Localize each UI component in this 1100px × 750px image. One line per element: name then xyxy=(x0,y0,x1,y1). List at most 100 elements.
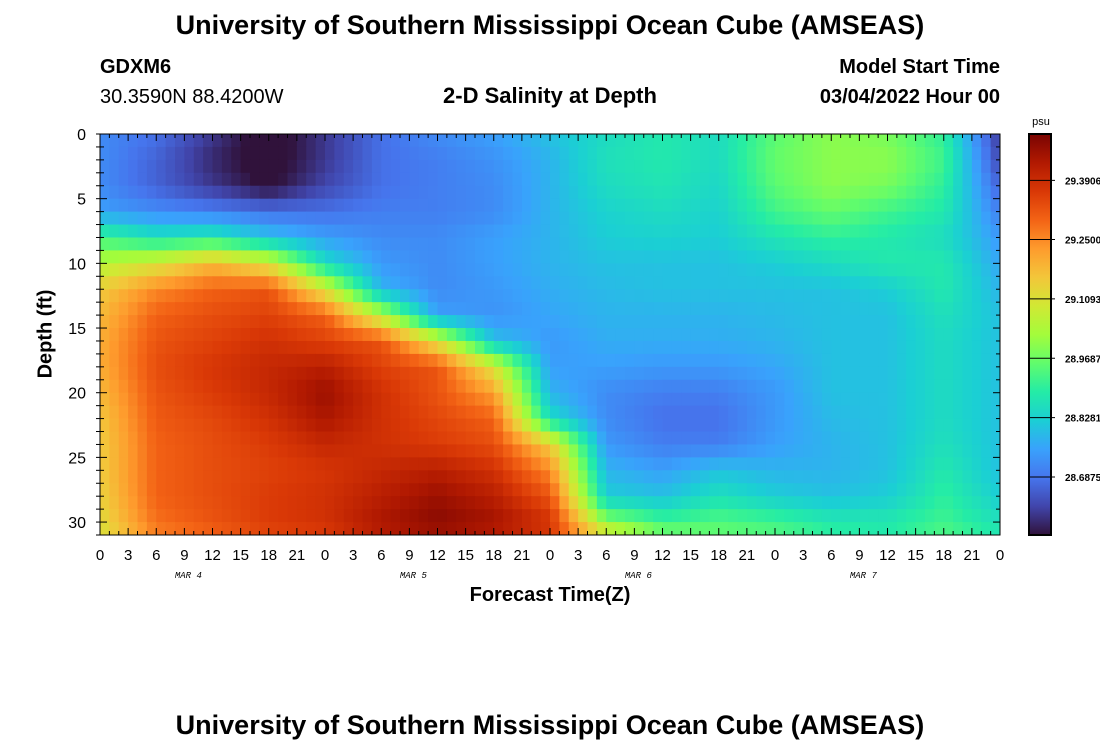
x-tick-label: 9 xyxy=(855,547,863,564)
heatmap-cell xyxy=(128,146,139,161)
x-tick-label: 0 xyxy=(771,547,779,564)
heatmap-cell xyxy=(268,431,279,446)
heatmap-cell xyxy=(250,366,260,381)
heatmap-cell xyxy=(728,444,739,458)
heatmap-cell xyxy=(381,237,392,252)
heatmap-cell xyxy=(821,379,832,394)
heatmap-cell xyxy=(193,172,204,187)
heatmap-cell xyxy=(681,198,692,213)
heatmap-cell xyxy=(840,457,851,471)
heatmap-cell xyxy=(737,431,748,446)
heatmap-cell xyxy=(868,237,879,252)
heatmap-cell xyxy=(990,457,1000,471)
heatmap-cell xyxy=(615,522,626,535)
heatmap-cell xyxy=(278,185,289,200)
model-start-label: Model Start Time xyxy=(839,56,1000,78)
heatmap-cell xyxy=(718,328,729,342)
heatmap-cell xyxy=(606,509,617,523)
heatmap-cell xyxy=(784,366,795,381)
heatmap-cell xyxy=(831,483,842,497)
heatmap-cell xyxy=(381,289,392,303)
heatmap-cell xyxy=(653,250,664,264)
heatmap-cell xyxy=(315,340,326,355)
heatmap-cell xyxy=(306,340,317,355)
heatmap-cell xyxy=(634,185,645,200)
heatmap-cell xyxy=(793,289,804,303)
heatmap-cell xyxy=(981,392,992,407)
heatmap-cell xyxy=(831,431,842,446)
heatmap-cell xyxy=(446,328,457,342)
heatmap-cell xyxy=(268,340,279,355)
heatmap-cell xyxy=(793,457,804,471)
heatmap-cell xyxy=(146,496,157,510)
heatmap-cell xyxy=(306,237,317,252)
heatmap-cell xyxy=(250,431,260,446)
heatmap-cell xyxy=(381,405,392,420)
heatmap-cell xyxy=(653,340,664,355)
heatmap-cell xyxy=(868,328,879,342)
heatmap-cell xyxy=(868,276,879,290)
heatmap-cell xyxy=(146,263,157,277)
heatmap-cell xyxy=(859,353,870,368)
heatmap-cell xyxy=(334,224,345,239)
heatmap-cell xyxy=(990,263,1000,277)
heatmap-cell xyxy=(278,353,289,368)
heatmap-cell xyxy=(915,340,926,355)
heatmap-cell xyxy=(653,431,664,446)
heatmap-cell xyxy=(109,302,120,316)
heatmap-cell xyxy=(981,444,992,458)
heatmap-cell xyxy=(156,289,167,303)
heatmap-cell xyxy=(906,522,917,535)
heatmap-cell xyxy=(981,509,992,523)
heatmap-cell xyxy=(690,444,701,458)
heatmap-cell xyxy=(962,444,973,458)
heatmap-cell xyxy=(315,353,326,368)
heatmap-cell xyxy=(137,263,148,277)
heatmap-cell xyxy=(540,366,551,381)
heatmap-cell xyxy=(709,250,720,264)
heatmap-cell xyxy=(278,134,289,148)
heatmap-cell xyxy=(568,366,579,381)
heatmap-cell xyxy=(400,470,410,484)
heatmap-cell xyxy=(446,276,457,290)
heatmap-cell xyxy=(512,431,523,446)
heatmap-cell xyxy=(990,470,1000,484)
heatmap-cell xyxy=(362,237,373,252)
heatmap-cell xyxy=(550,276,560,290)
heatmap-cell xyxy=(343,470,354,484)
heatmap-cell xyxy=(165,431,176,446)
heatmap-cell xyxy=(709,405,720,420)
heatmap-cell xyxy=(887,237,898,252)
heatmap-cell xyxy=(137,483,148,497)
heatmap-cell xyxy=(334,263,345,277)
heatmap-cell xyxy=(193,302,204,316)
heatmap-cell xyxy=(709,379,720,394)
heatmap-cell xyxy=(728,392,739,407)
heatmap-cell xyxy=(784,146,795,161)
heatmap-cell xyxy=(990,366,1000,381)
heatmap-cell xyxy=(962,496,973,510)
heatmap-cell xyxy=(465,522,476,535)
heatmap-cell xyxy=(381,366,392,381)
heatmap-cell xyxy=(559,522,570,535)
heatmap-cell xyxy=(428,431,439,446)
heatmap-cell xyxy=(296,250,307,264)
heatmap-cell xyxy=(596,289,607,303)
heatmap-cell xyxy=(531,418,542,433)
heatmap-cell xyxy=(981,470,992,484)
heatmap-cell xyxy=(681,315,692,329)
heatmap-cell xyxy=(231,353,242,368)
heatmap-cell xyxy=(306,224,317,239)
heatmap-cell xyxy=(596,353,607,368)
heatmap-cell xyxy=(278,263,289,277)
heatmap-cell xyxy=(784,340,795,355)
heatmap-cell xyxy=(887,328,898,342)
heatmap-cell xyxy=(184,418,195,433)
heatmap-cell xyxy=(100,224,110,239)
heatmap-cell xyxy=(165,185,176,200)
day-label: MAR 4 xyxy=(175,571,202,581)
heatmap-cell xyxy=(671,224,682,239)
heatmap-cell xyxy=(390,146,401,161)
heatmap-cell xyxy=(418,483,429,497)
heatmap-cell xyxy=(221,276,232,290)
